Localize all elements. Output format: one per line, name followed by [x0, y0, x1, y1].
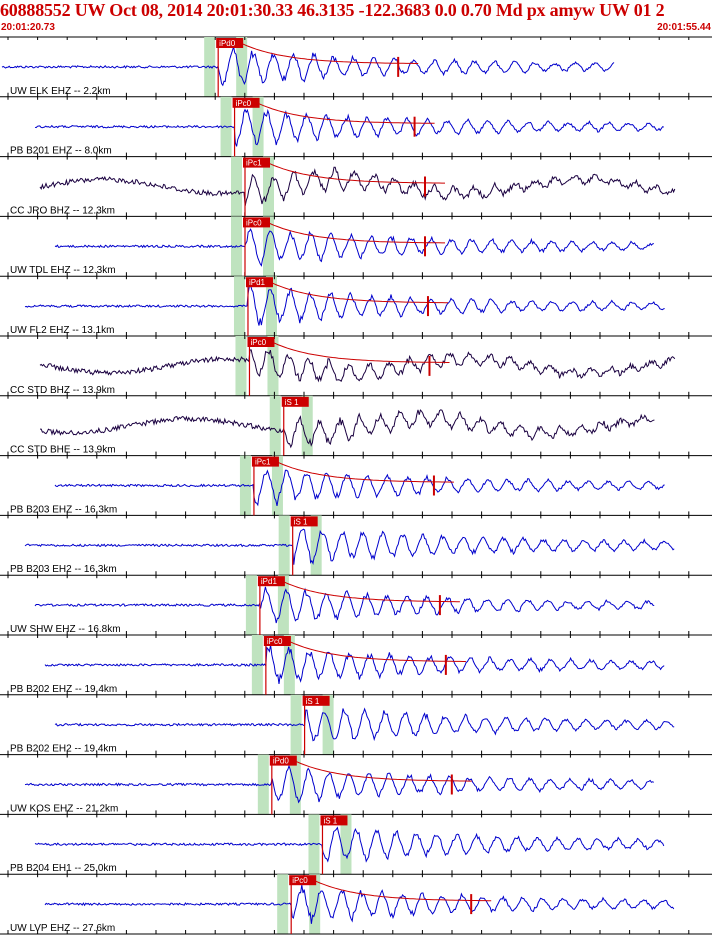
waveform-trace: [54, 469, 665, 507]
pick-label: iPd1: [261, 577, 278, 586]
pick-label: iPd1: [249, 278, 266, 287]
pick-window: [322, 694, 334, 755]
pick-window: [309, 874, 321, 934]
coda-curve: [273, 460, 454, 483]
pick-label-box: [290, 516, 318, 527]
waveform-trace: [44, 644, 665, 684]
pick-label-box: [245, 277, 273, 288]
station-label: UW ELK EHZ -- 2.2km: [10, 86, 111, 97]
pick-label-box: [232, 97, 260, 108]
pick-label: iS 1: [285, 398, 299, 407]
pick-label: iPd0: [219, 39, 236, 48]
coda-curve: [264, 220, 445, 244]
pick-label-box: [269, 755, 297, 766]
station-label: CC STD BHZ -- 13.9km: [10, 385, 115, 396]
coda-curve: [310, 878, 492, 902]
pick-label-box: [289, 875, 317, 886]
pick-label-box: [302, 695, 330, 706]
pick-window: [204, 37, 216, 97]
pick-label-box: [247, 337, 275, 347]
waveform-trace: [44, 884, 675, 924]
pick-window: [310, 515, 322, 576]
pick-window: [277, 575, 289, 635]
station-label: CC JRO BHZ -- 12.3km: [10, 205, 115, 216]
pick-label: iPd0: [273, 757, 290, 766]
pick-window: [236, 37, 248, 97]
station-label: UW TDL EHZ -- 12.3km: [10, 265, 116, 276]
waveform-trace: [24, 284, 665, 326]
pick-window: [340, 814, 352, 875]
coda-curve: [291, 759, 472, 782]
waveform-trace: [39, 166, 676, 206]
waveform-trace: [34, 586, 655, 624]
station-label: PB B202 EHZ -- 19.4km: [10, 684, 117, 695]
pick-label-box: [257, 576, 285, 587]
pick-label-box: [243, 217, 270, 228]
coda-curve: [264, 161, 445, 184]
pick-label: iPc0: [250, 338, 266, 347]
pick-window: [289, 754, 301, 815]
pick-label-box: [251, 456, 279, 467]
waveform-trace: [34, 108, 664, 147]
event-title: 60888552 UW Oct 08, 2014 20:01:30.33 46.…: [0, 0, 665, 20]
station-label: PB B203 EH2 -- 16.3km: [10, 564, 117, 575]
pick-window: [265, 276, 277, 336]
pick-label: iS 1: [306, 697, 320, 706]
coda-curve: [267, 280, 448, 304]
pick-label-box: [243, 157, 270, 168]
pick-label: iS 1: [294, 517, 308, 526]
coda-curve: [269, 340, 450, 363]
pick-window: [231, 156, 242, 217]
waveform-trace: [40, 409, 655, 449]
pick-window: [290, 694, 302, 755]
pick-window: [263, 156, 274, 217]
coda-curve: [279, 579, 460, 603]
station-label: UW LVP EHZ -- 27.6km: [10, 923, 115, 934]
start-time-label: 20:01:20.73: [1, 22, 55, 33]
station-label: PB B203 EHZ -- 16.3km: [10, 504, 117, 515]
pick-label: iS 1: [323, 816, 337, 825]
pick-window: [301, 395, 313, 456]
pick-label: iPc0: [246, 218, 262, 227]
pick-window: [283, 635, 295, 695]
pick-window: [308, 814, 320, 875]
pick-window: [252, 96, 264, 157]
coda-curve: [285, 639, 466, 662]
waveform-trace: [39, 349, 676, 383]
station-label: UW FL2 EHZ -- 13.1km: [10, 325, 114, 336]
pick-window: [235, 336, 247, 396]
waveform-trace: [24, 764, 654, 804]
waveform-trace: [1, 46, 615, 87]
pick-window: [271, 455, 283, 516]
station-label: UW SHW EHZ -- 16.8km: [10, 624, 121, 635]
pick-window: [257, 754, 269, 815]
waveform-trace: [24, 528, 675, 566]
pick-label: iPc0: [292, 876, 308, 885]
pick-window: [267, 336, 279, 396]
pick-label: iPc0: [267, 637, 283, 646]
waveform-trace: [34, 826, 665, 863]
pick-label: iPc0: [236, 99, 252, 108]
end-time-label: 20:01:55.44: [657, 22, 711, 33]
pick-label-box: [263, 636, 291, 646]
station-label: PB B204 EH1 -- 25.0km: [10, 863, 117, 874]
pick-label: iPc1: [255, 458, 271, 467]
station-label: PB B202 EH2 -- 19.4km: [10, 744, 117, 755]
coda-curve: [237, 41, 419, 64]
pick-label: iPc1: [246, 159, 262, 168]
pick-label-box: [320, 815, 348, 826]
coda-curve: [254, 101, 435, 124]
waveform-trace: [54, 707, 675, 742]
pick-label-box: [216, 38, 244, 48]
pick-window: [269, 395, 281, 456]
pick-label-box: [281, 396, 309, 407]
station-label: UW KOS EHZ -- 21.2km: [10, 803, 118, 814]
pick-window: [233, 276, 245, 336]
station-label: CC STD BHE -- 13.9km: [10, 445, 116, 456]
pick-window: [263, 216, 274, 277]
waveform-trace: [54, 228, 654, 267]
station-label: PB B201 EHZ -- 8.0km: [10, 146, 112, 157]
